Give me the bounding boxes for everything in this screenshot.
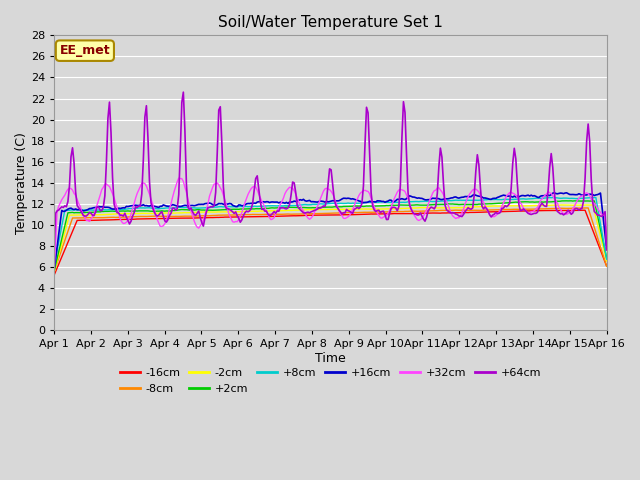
Line: +64cm: +64cm — [54, 92, 607, 252]
-16cm — [118, 216, 125, 222]
+2cm — [215, 207, 223, 213]
+2cm — [243, 206, 250, 212]
+2cm — [573, 198, 581, 204]
Line: -8cm: -8cm — [54, 208, 607, 272]
+64cm — [179, 89, 187, 95]
-2cm — [589, 202, 596, 208]
-16cm — [243, 214, 250, 220]
-8cm — [215, 212, 223, 218]
+16cm — [118, 205, 125, 211]
Text: EE_met: EE_met — [60, 44, 110, 57]
-8cm — [603, 264, 611, 269]
Line: +2cm: +2cm — [54, 201, 607, 271]
+16cm — [550, 190, 558, 196]
+2cm — [568, 198, 575, 204]
-2cm — [118, 211, 125, 216]
-8cm — [234, 212, 241, 218]
+16cm — [50, 268, 58, 274]
-16cm — [50, 273, 58, 278]
-16cm — [215, 215, 223, 220]
+64cm — [244, 209, 252, 215]
+32cm — [244, 192, 252, 197]
Title: Soil/Water Temperature Set 1: Soil/Water Temperature Set 1 — [218, 15, 443, 30]
+8cm — [215, 204, 223, 210]
+8cm — [292, 203, 300, 208]
-8cm — [292, 211, 300, 217]
+64cm — [235, 216, 243, 221]
Line: +16cm: +16cm — [54, 193, 607, 271]
+2cm — [234, 206, 241, 212]
-2cm — [603, 258, 611, 264]
+8cm — [234, 204, 241, 210]
Y-axis label: Temperature (C): Temperature (C) — [15, 132, 28, 234]
Line: -16cm: -16cm — [54, 210, 607, 276]
+2cm — [603, 255, 611, 261]
+64cm — [50, 250, 58, 255]
+32cm — [216, 185, 224, 191]
-8cm — [118, 214, 125, 220]
Line: +8cm: +8cm — [54, 197, 607, 266]
+32cm — [573, 197, 581, 203]
+64cm — [573, 206, 581, 212]
+16cm — [573, 192, 581, 198]
X-axis label: Time: Time — [315, 352, 346, 365]
-2cm — [572, 202, 580, 208]
-16cm — [292, 213, 300, 219]
-8cm — [243, 212, 250, 217]
+32cm — [293, 195, 301, 201]
+2cm — [118, 208, 125, 214]
-2cm — [292, 207, 300, 213]
+32cm — [118, 219, 125, 225]
Legend: -16cm, -8cm, -2cm, +2cm, +8cm, +16cm, +32cm, +64cm: -16cm, -8cm, -2cm, +2cm, +8cm, +16cm, +3… — [115, 364, 545, 398]
-8cm — [572, 205, 580, 211]
-2cm — [50, 270, 58, 276]
+8cm — [603, 256, 611, 262]
-2cm — [234, 209, 241, 215]
+8cm — [549, 194, 557, 200]
+32cm — [603, 241, 611, 247]
+8cm — [50, 264, 58, 269]
+64cm — [603, 247, 611, 253]
+64cm — [118, 212, 125, 218]
-16cm — [603, 263, 611, 269]
-8cm — [50, 269, 58, 275]
Line: -2cm: -2cm — [54, 205, 607, 273]
+8cm — [573, 196, 581, 202]
-2cm — [243, 208, 250, 214]
+32cm — [235, 216, 243, 222]
-16cm — [234, 214, 241, 220]
+32cm — [175, 175, 182, 181]
+16cm — [292, 199, 300, 204]
Line: +32cm: +32cm — [54, 178, 607, 273]
-8cm — [581, 205, 589, 211]
+16cm — [215, 201, 223, 206]
+16cm — [603, 246, 611, 252]
+2cm — [292, 204, 300, 210]
+64cm — [293, 203, 301, 208]
+16cm — [243, 201, 250, 207]
+2cm — [50, 268, 58, 274]
+64cm — [216, 104, 224, 109]
+32cm — [50, 270, 58, 276]
-16cm — [572, 207, 580, 213]
+16cm — [234, 204, 241, 209]
-2cm — [215, 209, 223, 215]
-16cm — [580, 207, 588, 213]
+8cm — [243, 204, 250, 209]
+8cm — [118, 206, 125, 212]
